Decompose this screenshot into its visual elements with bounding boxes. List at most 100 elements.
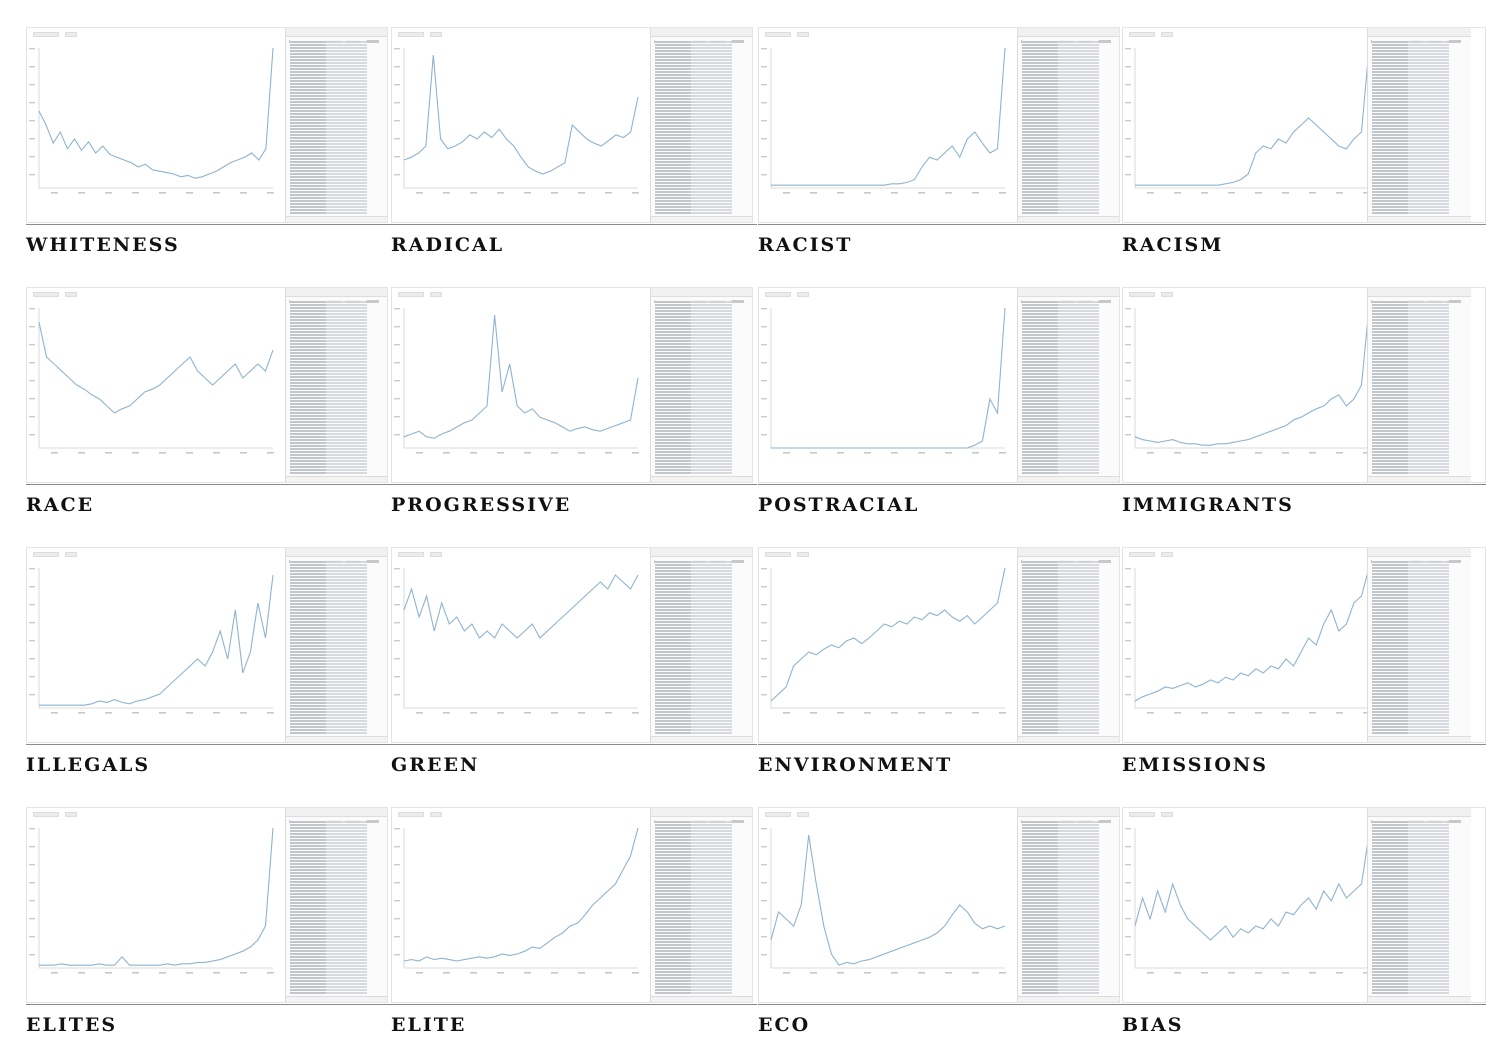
x-tick-mark — [999, 972, 1006, 974]
screenshot-frame — [1122, 807, 1486, 1003]
x-tick-mark — [1147, 712, 1154, 714]
devtools-tabs[interactable] — [651, 28, 752, 43]
y-tick-mark — [29, 48, 35, 50]
x-tick-mark — [186, 192, 193, 194]
y-tick-mark — [394, 380, 400, 382]
x-tick-mark — [416, 452, 423, 454]
y-tick-mark — [394, 416, 400, 418]
devtools-tabs[interactable] — [1018, 808, 1119, 823]
x-tick-mark — [810, 712, 817, 714]
devtools-tab[interactable] — [365, 300, 379, 303]
devtools-tabs[interactable] — [651, 548, 752, 563]
search-bar[interactable] — [398, 552, 468, 557]
devtools-tabs[interactable] — [1368, 288, 1471, 303]
y-tick-mark — [394, 48, 400, 50]
y-tick-mark — [1125, 174, 1131, 176]
devtools-tab[interactable] — [1447, 560, 1461, 563]
line-chart-svg — [29, 568, 274, 714]
y-tick-mark — [761, 882, 767, 884]
devtools-tab[interactable] — [730, 560, 744, 563]
x-tick-mark — [470, 452, 477, 454]
search-bar[interactable] — [33, 32, 103, 37]
devtools-footer — [1018, 476, 1119, 482]
x-tick-mark — [1201, 712, 1208, 714]
x-tick-mark — [1363, 452, 1370, 454]
search-bar[interactable] — [398, 32, 468, 37]
screenshot-frame — [26, 547, 388, 743]
devtools-tabs[interactable] — [1018, 288, 1119, 303]
devtools-tabs[interactable] — [651, 808, 752, 823]
y-tick-mark — [394, 658, 400, 660]
x-tick-mark — [578, 452, 585, 454]
x-tick-mark — [1363, 712, 1370, 714]
search-bar[interactable] — [33, 292, 103, 297]
devtools-tabs[interactable] — [286, 28, 387, 43]
devtools-tabs[interactable] — [651, 288, 752, 303]
request-list-column — [655, 820, 691, 994]
line-chart-svg — [29, 47, 274, 194]
x-tick-mark — [105, 452, 112, 454]
y-tick-mark — [1125, 586, 1131, 588]
line-chart-area — [392, 288, 652, 482]
search-bar[interactable] — [398, 292, 468, 297]
y-tick-mark — [29, 640, 35, 642]
devtools-tab[interactable] — [1097, 820, 1111, 823]
devtools-tabs[interactable] — [1018, 28, 1119, 43]
y-tick-mark — [1125, 380, 1131, 382]
search-bar[interactable] — [765, 292, 835, 297]
x-tick-mark — [105, 712, 112, 714]
y-tick-mark — [761, 308, 767, 310]
devtools-tab[interactable] — [730, 820, 744, 823]
y-tick-mark — [761, 156, 767, 158]
devtools-tab[interactable] — [1447, 820, 1461, 823]
x-tick-mark — [945, 452, 952, 454]
y-tick-mark — [761, 676, 767, 678]
devtools-tab[interactable] — [1447, 300, 1461, 303]
devtools-tab[interactable] — [730, 300, 744, 303]
devtools-tab[interactable] — [365, 560, 379, 563]
axis-lines — [770, 48, 1005, 189]
devtools-tab[interactable] — [1097, 560, 1111, 563]
divider-rule — [391, 1004, 757, 1005]
x-tick-mark — [470, 712, 477, 714]
y-tick-mark — [29, 344, 35, 346]
panel: WHITENESS — [26, 27, 392, 277]
search-bar[interactable] — [33, 812, 103, 817]
devtools-tab[interactable] — [365, 820, 379, 823]
series-line — [1135, 47, 1370, 186]
devtools-tabs[interactable] — [286, 548, 387, 563]
axis-lines — [1134, 48, 1369, 189]
y-tick-mark — [761, 362, 767, 364]
x-tick-mark — [918, 712, 925, 714]
devtools-tab[interactable] — [730, 40, 744, 43]
devtools-tab[interactable] — [1097, 300, 1111, 303]
x-tick-mark — [864, 452, 871, 454]
search-bar[interactable] — [1129, 32, 1199, 37]
devtools-tabs[interactable] — [1018, 548, 1119, 563]
divider-rule — [391, 744, 757, 745]
y-tick-mark — [29, 586, 35, 588]
devtools-tabs[interactable] — [286, 808, 387, 823]
devtools-tabs[interactable] — [286, 288, 387, 303]
devtools-tab[interactable] — [365, 40, 379, 43]
search-bar[interactable] — [1129, 292, 1199, 297]
x-tick-mark — [1363, 972, 1370, 974]
search-bar[interactable] — [765, 552, 835, 557]
search-bar[interactable] — [1129, 552, 1199, 557]
devtools-tab[interactable] — [1097, 40, 1111, 43]
devtools-footer — [286, 216, 387, 222]
search-bar[interactable] — [1129, 812, 1199, 817]
series-line — [39, 827, 274, 966]
devtools-tabs[interactable] — [1368, 28, 1471, 43]
devtools-tabs[interactable] — [1368, 548, 1471, 563]
devtools-tabs[interactable] — [1368, 808, 1471, 823]
search-bar[interactable] — [765, 32, 835, 37]
search-bar[interactable] — [765, 812, 835, 817]
divider-rule — [26, 744, 392, 745]
devtools-tab[interactable] — [1447, 40, 1461, 43]
x-tick-mark — [132, 972, 139, 974]
search-bar[interactable] — [33, 552, 103, 557]
x-tick-mark — [1174, 452, 1181, 454]
x-tick-mark — [213, 972, 220, 974]
search-bar[interactable] — [398, 812, 468, 817]
